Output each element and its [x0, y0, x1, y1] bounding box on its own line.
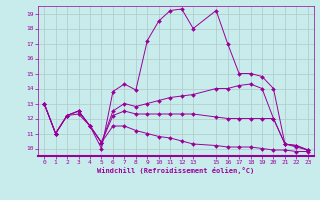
X-axis label: Windchill (Refroidissement éolien,°C): Windchill (Refroidissement éolien,°C): [97, 167, 255, 174]
